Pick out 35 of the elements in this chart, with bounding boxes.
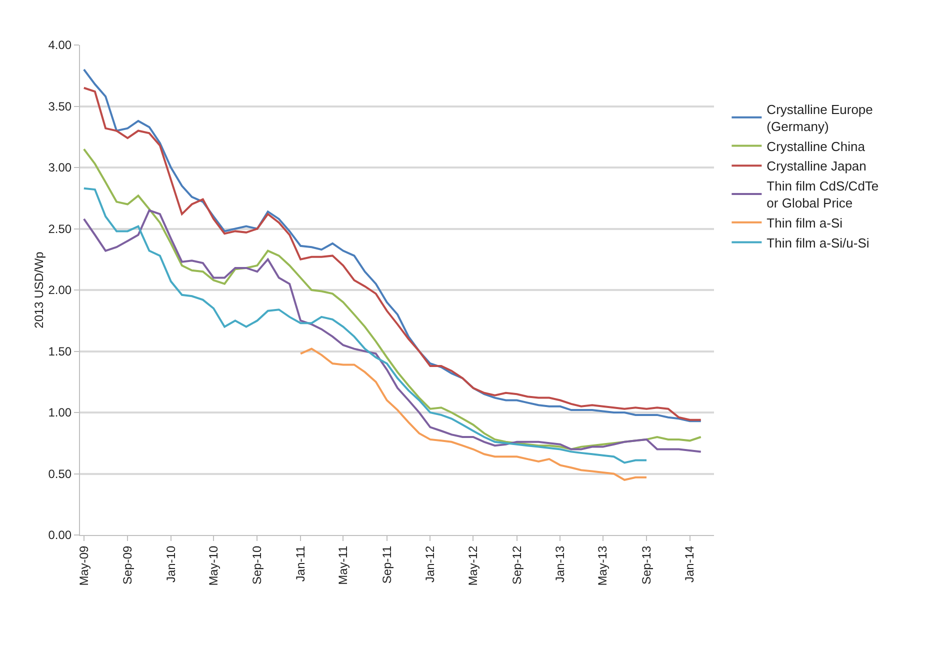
x-tick-label: Sep-09 xyxy=(120,545,134,585)
legend-label: Crystalline Europe (Germany) xyxy=(766,102,873,134)
legend-label: Crystalline Japan xyxy=(766,158,866,174)
y-axis-title: 2013 USD/Wp xyxy=(32,251,46,328)
line-series xyxy=(82,187,648,464)
x-tick-label: Sep-13 xyxy=(639,545,654,585)
y-tick-label: 3.00 xyxy=(48,160,72,175)
x-tick-label: May-13 xyxy=(596,545,610,586)
legend-label: Thin film a-Si/u-Si xyxy=(766,235,870,250)
legend-label: Crystalline China xyxy=(766,138,866,154)
y-tick-label: 0.00 xyxy=(48,528,72,542)
x-tick-label: Jan-11 xyxy=(293,545,308,582)
y-tick-label: 2.00 xyxy=(48,283,72,298)
legend-label: Thin film a-Si xyxy=(766,215,843,230)
line-series xyxy=(300,348,648,481)
x-tick-label: May-09 xyxy=(76,545,91,586)
y-tick-label: 2.50 xyxy=(48,222,72,236)
x-tick-label: May-10 xyxy=(206,545,220,586)
legend-label: Thin film CdS/CdTe or Global Price xyxy=(766,178,879,211)
x-tick-label: Sep-10 xyxy=(250,545,264,585)
y-tick-label: 3.50 xyxy=(48,99,72,114)
x-tick-label: Jan-12 xyxy=(423,545,438,583)
y-tick-label: 1.00 xyxy=(48,406,72,420)
y-tick-label: 0.50 xyxy=(48,466,72,481)
y-tick-label: 4.00 xyxy=(48,38,72,52)
x-tick-label: Sep-12 xyxy=(510,545,524,585)
x-tick-label: Jan-10 xyxy=(164,545,178,583)
x-tick-label: May-12 xyxy=(466,545,480,586)
x-tick-label: Jan-14 xyxy=(682,545,697,583)
x-tick-label: Sep-11 xyxy=(380,545,394,584)
x-tick-label: May-11 xyxy=(336,545,350,585)
line-series xyxy=(82,148,702,450)
line-series xyxy=(82,209,702,453)
x-tick-label: Jan-13 xyxy=(553,545,568,583)
y-tick-label: 1.50 xyxy=(48,344,72,358)
